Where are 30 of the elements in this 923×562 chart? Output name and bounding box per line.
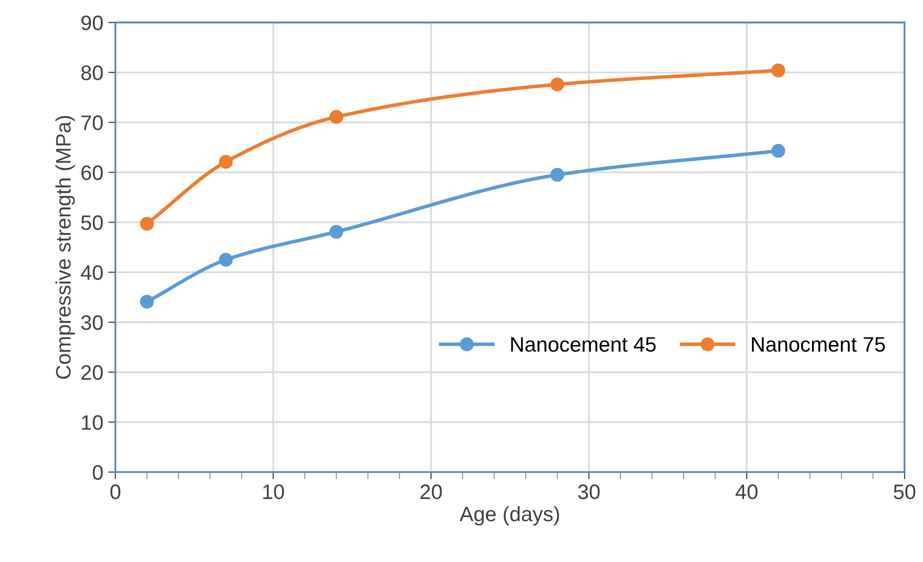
point (329, 110, 344, 124)
legend-label: Nanocment 75 (752, 337, 885, 352)
y-tick-label: 80 (81, 65, 103, 80)
y-axis-title: Compressive strength (MPa) (55, 116, 75, 379)
point (140, 294, 154, 309)
y-tick-label: 70 (81, 115, 103, 130)
x-tick-label: 50 (894, 484, 916, 500)
y-tick-label: 40 (80, 265, 103, 280)
point (218, 252, 233, 267)
y-tick-label: 90 (81, 15, 103, 30)
point (218, 154, 233, 169)
x-tick-label: 30 (578, 484, 600, 500)
point (771, 144, 786, 158)
x-tick-label: 0 (110, 484, 120, 500)
x-tick-label: 10 (263, 484, 284, 500)
y-tick-label: 30 (81, 315, 103, 330)
y-tick-label: 10 (82, 415, 103, 430)
x-tick-label: 20 (420, 484, 442, 500)
y-tick-label: 60 (81, 165, 103, 180)
legend-label: Nanocement 45 (511, 337, 656, 352)
y-tick-label: 0 (92, 465, 103, 480)
y-tick-label: 50 (81, 215, 103, 230)
point (771, 63, 786, 78)
point (329, 224, 344, 239)
x-tick-label: 40 (736, 484, 758, 500)
y-tick-label: 20 (81, 365, 103, 380)
point (140, 216, 154, 231)
point (550, 77, 564, 92)
x-axis-title: Age (days) (460, 506, 560, 526)
point (550, 168, 564, 182)
